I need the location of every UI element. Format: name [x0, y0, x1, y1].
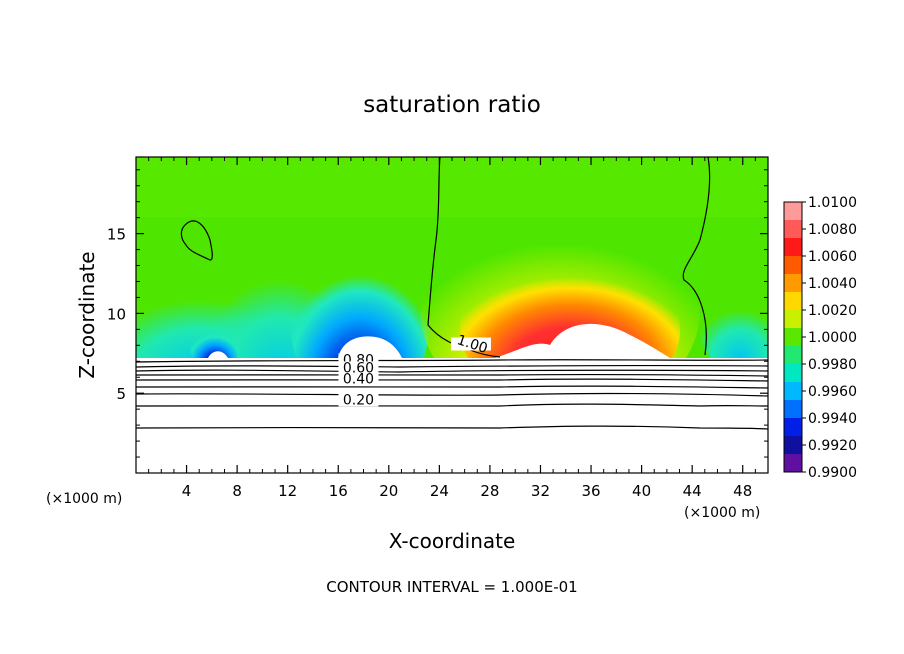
x-tick-label-7: 32: [531, 482, 550, 500]
colorbar-swatch-2: [784, 238, 802, 257]
colorbar-swatch-5: [784, 292, 802, 311]
contour-1.00-left: [427, 157, 501, 358]
x-tick-label-11: 48: [733, 482, 752, 500]
colorbar-swatch-6: [784, 310, 802, 329]
x-unit-label: (×1000 m): [684, 505, 760, 521]
y-tick-label-0: 5: [116, 385, 126, 403]
colorbar-swatch-11: [784, 400, 802, 419]
y-unit-label: (×1000 m): [46, 491, 122, 507]
contour-lines: [136, 157, 768, 430]
x-tick-label-8: 36: [581, 482, 600, 500]
contour-label-4: 0.20: [343, 392, 374, 408]
x-tick-label-5: 24: [430, 482, 449, 500]
x-tick-label-6: 28: [480, 482, 499, 500]
cyan-region-right: [700, 290, 768, 370]
field-upper-band: [136, 157, 768, 217]
colorbar-swatch-10: [784, 382, 802, 401]
colorbar-swatch-3: [784, 256, 802, 275]
colorbar-label-8: 0.9940: [808, 411, 857, 427]
colorbar-swatch-12: [784, 418, 802, 437]
contour-interval-note: CONTOUR INTERVAL = 1.000E-01: [326, 578, 577, 596]
contour-0.20: [136, 403, 768, 407]
colorbar-label-7: 0.9960: [808, 384, 857, 400]
contour-0.90: [136, 359, 768, 363]
contour-0.60: [136, 373, 768, 377]
y-axis-label: Z-coordinate: [75, 251, 99, 378]
contour-0.10: [136, 425, 768, 430]
colorbar-label-3: 1.0040: [808, 276, 857, 292]
y-tick-label-1: 10: [107, 305, 126, 323]
chart-title: saturation ratio: [363, 92, 541, 118]
colorbar-swatch-8: [784, 346, 802, 365]
colorbar-label-10: 0.9900: [808, 465, 857, 481]
colorbar-label-1: 1.0080: [808, 222, 857, 238]
colorbar-swatch-0: [784, 202, 802, 221]
colorbar-swatch-13: [784, 436, 802, 455]
x-tick-label-4: 20: [379, 482, 398, 500]
x-tick-label-9: 40: [632, 482, 651, 500]
x-tick-label-3: 16: [329, 482, 348, 500]
colorbar-swatch-4: [784, 274, 802, 293]
y-axis: 5 10 15: [107, 169, 768, 458]
contour-0.70: [136, 369, 768, 373]
saturation-field: [136, 157, 768, 473]
contour-label-bg-0: [450, 337, 491, 351]
contour-0.50: [136, 378, 768, 382]
colorbar-swatch-1: [784, 220, 802, 239]
contour-label-2: 0.60: [343, 360, 374, 376]
x-axis-label: X-coordinate: [389, 529, 516, 553]
x-tick-label-1: 8: [232, 482, 242, 500]
contour-label-3: 0.40: [343, 372, 374, 388]
colorbar-label-6: 0.9980: [808, 357, 857, 373]
x-tick-label-0: 4: [182, 482, 192, 500]
colorbar-label-9: 0.9920: [808, 438, 857, 454]
colorbar: 1.0100 1.0080 1.0060 1.0040 1.0020 1.0000 0.99…: [783, 195, 857, 481]
colorbar-label-2: 1.0060: [808, 249, 857, 265]
colorbar-label-5: 1.0000: [808, 330, 857, 346]
colorbar-label-0: 1.0100: [808, 195, 857, 211]
lower-white-area: [136, 358, 768, 473]
colorbar-swatch-7: [784, 328, 802, 347]
contour-label-bg-3: [338, 372, 379, 386]
colorbar-label-4: 1.0020: [808, 303, 857, 319]
white-mask-blue: [338, 336, 402, 358]
x-tick-label-10: 44: [683, 482, 702, 500]
colorbar-swatch-14: [784, 454, 802, 473]
x-axis: 4 8 12 16 20 24 28 32 36 40 44 48: [148, 157, 756, 500]
contour-0.80: [136, 364, 768, 368]
y-tick-label-2: 15: [107, 226, 126, 244]
contour-1.00-right: [682, 157, 711, 356]
contour-label-bg-2: [338, 361, 379, 375]
white-mask-small: [208, 351, 228, 358]
white-mask-warm: [495, 323, 670, 358]
contour-label-bg-4: [338, 393, 379, 407]
contour-0.30: [136, 392, 768, 397]
contour-1.00-island: [180, 220, 213, 261]
colorbar-swatch-9: [784, 364, 802, 383]
contour-0.40: [136, 385, 768, 389]
x-tick-label-2: 12: [278, 482, 297, 500]
